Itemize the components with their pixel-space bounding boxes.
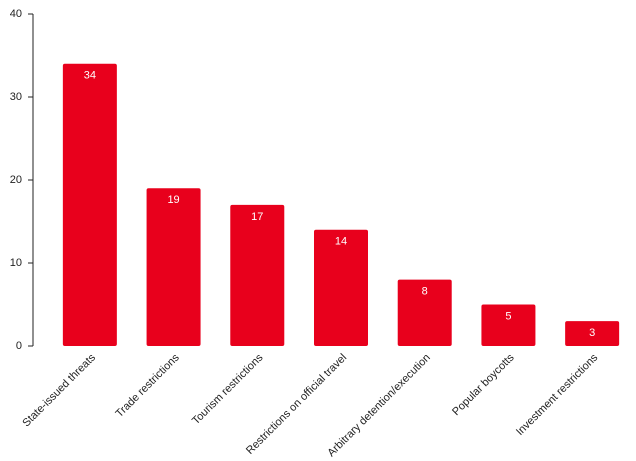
value-label: 5 [505,310,511,322]
bar [397,279,452,346]
x-tick-label: State-issued threats [20,351,98,429]
y-tick-label: 10 [10,257,22,269]
y-tick-label: 20 [10,174,22,186]
y-tick-label: 40 [10,8,22,20]
value-label: 19 [167,194,179,206]
bar [481,304,536,346]
value-label: 3 [589,327,595,339]
y-tick-label: 30 [10,91,22,103]
value-label: 17 [251,211,263,223]
y-tick-label: 0 [16,340,22,352]
bar [62,63,117,347]
bar [230,204,285,346]
bar [314,229,368,346]
x-tick-label: Tourism restrictions [190,351,266,427]
x-tick-label: Investment restrictions [514,351,601,438]
x-tick-label: Popular boycotts [450,351,517,418]
value-label: 14 [335,236,347,248]
value-label: 34 [84,70,96,82]
x-tick-label: Restrictions on official travel [244,352,349,457]
bar [565,321,620,346]
x-tick-label: Trade restrictions [113,351,182,420]
bar [146,188,201,346]
value-label: 8 [422,286,428,298]
